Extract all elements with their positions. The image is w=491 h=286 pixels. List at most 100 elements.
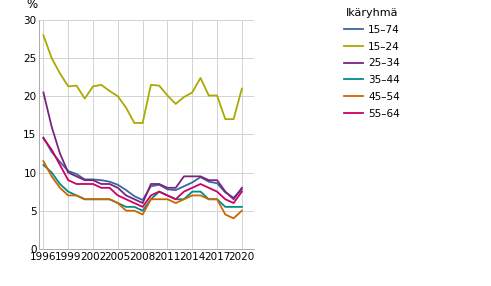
25–34 (65, 171, 71, 174)
15–74 (231, 196, 237, 199)
55–64 (148, 194, 154, 197)
15–24 (190, 91, 195, 94)
35–44 (90, 198, 96, 201)
15–74 (190, 181, 195, 184)
25–34 (57, 152, 63, 155)
25–34 (90, 178, 96, 182)
35–44 (181, 198, 187, 201)
15–74 (156, 183, 162, 186)
Line: 35–44: 35–44 (43, 165, 242, 211)
45–54 (82, 198, 88, 201)
15–24 (123, 106, 129, 110)
25–34 (98, 182, 104, 186)
15–74 (197, 175, 203, 179)
15–24 (222, 118, 228, 121)
15–24 (132, 121, 137, 125)
15–24 (98, 83, 104, 87)
15–74 (115, 183, 121, 186)
15–24 (107, 89, 112, 93)
45–54 (173, 201, 179, 205)
35–44 (82, 198, 88, 201)
35–44 (222, 205, 228, 208)
45–54 (49, 175, 55, 178)
25–34 (231, 198, 237, 201)
Line: 25–34: 25–34 (43, 92, 242, 203)
25–34 (206, 178, 212, 182)
55–64 (49, 148, 55, 151)
35–44 (190, 190, 195, 193)
35–44 (239, 205, 245, 208)
25–34 (107, 182, 112, 186)
15–74 (49, 150, 55, 154)
15–24 (181, 95, 187, 99)
45–54 (65, 194, 71, 197)
55–64 (98, 186, 104, 190)
15–24 (173, 102, 179, 106)
25–34 (115, 186, 121, 190)
15–24 (197, 76, 203, 80)
35–44 (139, 209, 145, 212)
25–34 (123, 194, 129, 197)
35–44 (74, 194, 80, 197)
55–64 (65, 178, 71, 182)
15–74 (98, 178, 104, 182)
Line: 45–54: 45–54 (43, 161, 242, 218)
45–54 (107, 198, 112, 201)
55–64 (222, 198, 228, 201)
55–64 (197, 182, 203, 186)
55–64 (239, 190, 245, 193)
45–54 (164, 198, 170, 201)
35–44 (57, 182, 63, 186)
45–54 (139, 213, 145, 216)
25–34 (82, 178, 88, 182)
15–24 (40, 33, 46, 37)
15–74 (239, 188, 245, 191)
55–64 (40, 136, 46, 140)
45–54 (231, 217, 237, 220)
45–54 (206, 198, 212, 201)
15–24 (214, 94, 220, 97)
25–34 (148, 182, 154, 186)
45–54 (57, 186, 63, 190)
35–44 (173, 198, 179, 201)
45–54 (90, 198, 96, 201)
15–74 (57, 160, 63, 164)
35–44 (156, 190, 162, 193)
15–24 (231, 118, 237, 121)
35–44 (40, 163, 46, 167)
15–74 (40, 136, 46, 139)
15–74 (214, 182, 220, 185)
Legend: 15–74, 15–24, 25–34, 35–44, 45–54, 55–64: 15–74, 15–24, 25–34, 35–44, 45–54, 55–64 (344, 8, 400, 119)
35–44 (65, 190, 71, 193)
35–44 (98, 198, 104, 201)
15–74 (173, 188, 179, 192)
15–74 (65, 169, 71, 173)
35–44 (148, 198, 154, 201)
15–24 (115, 95, 121, 98)
Line: 15–24: 15–24 (43, 35, 242, 123)
45–54 (197, 194, 203, 197)
45–54 (222, 213, 228, 216)
45–54 (156, 198, 162, 201)
15–74 (222, 191, 228, 194)
45–54 (148, 198, 154, 201)
Line: 15–74: 15–74 (43, 138, 242, 200)
15–74 (74, 172, 80, 176)
45–54 (214, 198, 220, 201)
15–24 (57, 72, 63, 75)
15–74 (82, 178, 88, 181)
35–44 (206, 198, 212, 201)
35–44 (197, 190, 203, 193)
55–64 (74, 182, 80, 186)
15–74 (90, 178, 96, 181)
35–44 (132, 205, 137, 208)
25–34 (190, 175, 195, 178)
25–34 (139, 201, 145, 205)
25–34 (49, 125, 55, 128)
15–24 (148, 83, 154, 87)
55–64 (123, 198, 129, 201)
15–24 (90, 85, 96, 88)
15–74 (181, 184, 187, 188)
45–54 (74, 194, 80, 197)
25–34 (181, 175, 187, 178)
